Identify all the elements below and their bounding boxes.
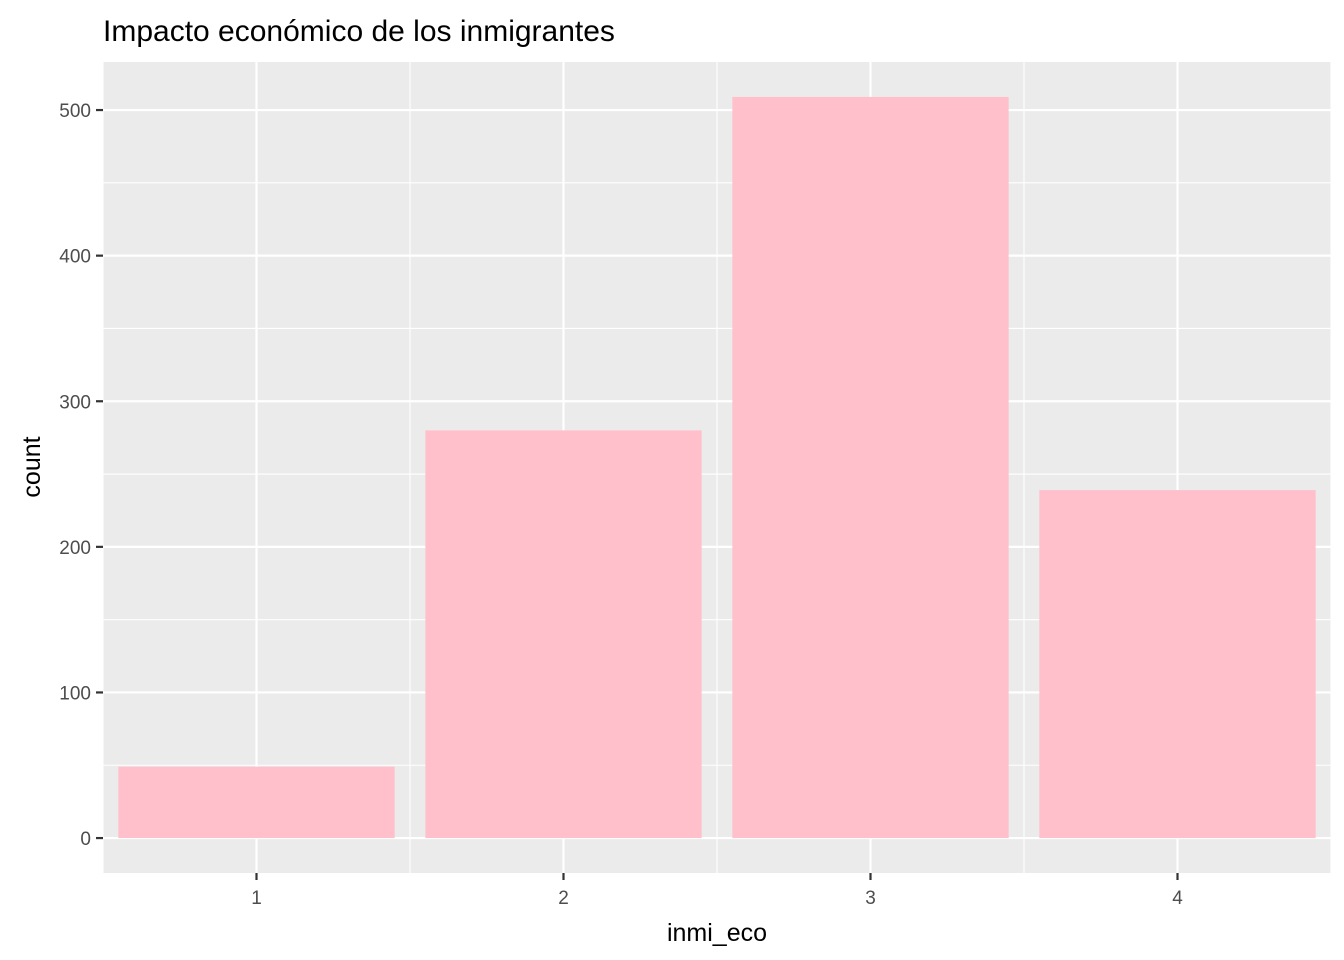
x-tick-label: 4	[1172, 888, 1183, 909]
minor-gridlines	[102, 62, 1332, 873]
y-tick-label: 500	[59, 101, 91, 122]
y-tick-label: 200	[59, 538, 91, 559]
bars	[118, 96, 1316, 839]
y-tick-label: 400	[59, 247, 91, 268]
bar-1	[118, 766, 395, 839]
bar-2	[425, 430, 702, 839]
x-tick-label: 2	[558, 888, 569, 909]
x-axis-title: inmi_eco	[667, 919, 767, 947]
x-tick-label: 1	[251, 888, 262, 909]
y-tick-label: 100	[59, 683, 91, 704]
x-axis: 1 2 3 4	[251, 873, 1183, 909]
y-tick-label: 0	[80, 829, 91, 850]
bar-3	[732, 96, 1009, 839]
y-tick-label: 300	[59, 392, 91, 413]
chart-title: Impacto económico de los inmigrantes	[103, 15, 615, 48]
bar-4	[1039, 490, 1316, 839]
y-axis-title: count	[18, 436, 46, 497]
x-tick-label: 3	[865, 888, 876, 909]
y-axis: 0 100 200 300 400 500	[59, 101, 103, 850]
